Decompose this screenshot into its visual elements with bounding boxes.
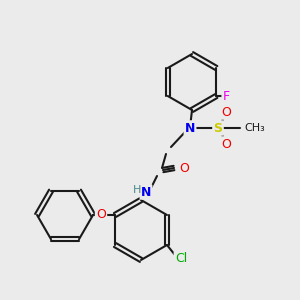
Text: O: O: [96, 208, 106, 221]
Text: N: N: [141, 185, 151, 199]
Text: F: F: [223, 89, 230, 103]
Text: O: O: [221, 106, 231, 118]
Text: O: O: [221, 137, 231, 151]
Text: H: H: [133, 185, 141, 195]
Text: O: O: [179, 161, 189, 175]
Text: CH₃: CH₃: [244, 123, 265, 133]
Text: N: N: [185, 122, 195, 134]
Text: S: S: [214, 122, 223, 134]
Text: Cl: Cl: [175, 253, 187, 266]
